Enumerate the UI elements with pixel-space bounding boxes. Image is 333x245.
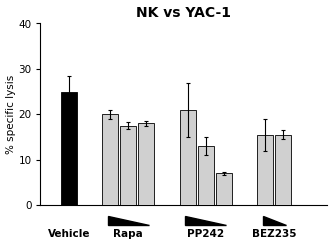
- Title: NK vs YAC-1: NK vs YAC-1: [137, 6, 231, 20]
- Bar: [216, 173, 232, 205]
- Polygon shape: [185, 216, 226, 225]
- Bar: [180, 110, 195, 205]
- Bar: [257, 135, 273, 205]
- Bar: [198, 146, 214, 205]
- Y-axis label: % specific lysis: % specific lysis: [6, 75, 16, 154]
- Polygon shape: [108, 216, 149, 225]
- Polygon shape: [263, 216, 286, 225]
- Bar: [275, 135, 291, 205]
- Bar: [102, 114, 118, 205]
- Bar: [139, 123, 154, 205]
- Bar: [120, 126, 136, 205]
- Bar: [61, 92, 77, 205]
